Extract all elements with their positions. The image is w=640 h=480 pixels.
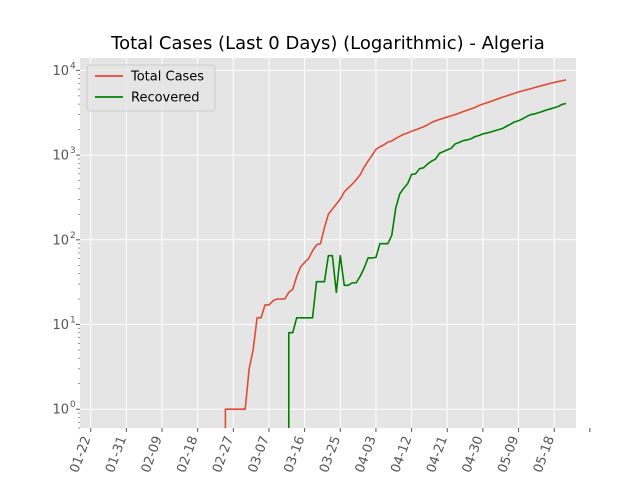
x-tick-label: 03-16 [281,434,308,475]
chart-title: Total Cases (Last 0 Days) (Logarithmic) … [110,33,545,54]
x-tick-label: 02-09 [139,434,166,475]
y-tick-exponent: 2 [70,231,76,241]
x-tick-label: 03-07 [246,434,273,475]
x-tick-label: 02-18 [174,434,201,475]
series-line-total-cases [224,79,567,428]
x-tick-label: 05-18 [531,434,558,475]
y-tick-label: 10 [52,64,69,79]
x-tick-label: 04-03 [353,434,380,475]
y-tick-exponent: 0 [70,400,76,410]
x-tick-label: 04-12 [388,434,415,475]
x-tick-label: 04-30 [460,434,487,475]
legend: Total Cases Recovered [86,64,216,112]
ticks: 01-22 01-31 02-09 02-18 02-27 03-07 03-16 03-25… [52,61,591,475]
legend-label-total-cases: Total Cases [130,70,204,85]
y-tick-label: 10 [52,149,69,164]
x-tick-label: 03-25 [317,434,344,475]
grid [80,58,591,428]
y-tick-exponent: 3 [70,146,76,156]
legend-label-recovered: Recovered [131,91,200,106]
series-lines [224,79,567,428]
plot-area [80,58,576,428]
y-tick-label: 10 [52,318,69,333]
x-tick-label: 01-31 [103,434,130,475]
y-tick-label: 10 [52,403,69,418]
x-tick-label: 02-27 [210,434,237,475]
x-tick-label: 04-21 [424,434,451,475]
y-tick-exponent: 1 [70,316,76,326]
x-tick-label: 05-09 [495,434,522,475]
x-tick-label: 01-22 [67,434,94,475]
series-line-recovered [287,102,567,428]
y-tick-exponent: 4 [70,61,76,71]
y-tick-label: 10 [52,233,69,248]
